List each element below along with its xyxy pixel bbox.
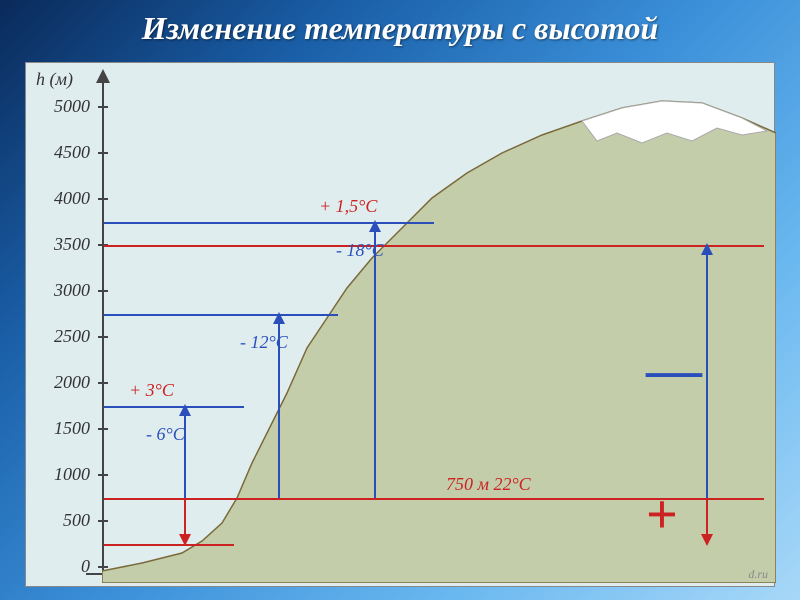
temp-arrow-up-1 (273, 312, 285, 324)
reference-label: 750 м 22°C (446, 474, 531, 495)
y-tick-label: 2000 (34, 372, 90, 393)
temp-arrow-up-2 (369, 220, 381, 232)
y-tick-label: 2500 (34, 326, 90, 347)
y-tick-label: 4000 (34, 188, 90, 209)
minus-sign: — (646, 342, 702, 398)
temp-h-line-1 (104, 314, 338, 316)
watermark-text: d.ru (748, 567, 768, 582)
temp-delta-1: - 12°C (240, 332, 288, 353)
top-red-line (104, 245, 764, 247)
y-tick-label: 4500 (34, 142, 90, 163)
temp-arrow-up-0 (179, 404, 191, 416)
y-tick-label: 5000 (34, 96, 90, 117)
y-tick-label: 3500 (34, 234, 90, 255)
y-tick-label: 3000 (34, 280, 90, 301)
plus-sign: + (646, 487, 678, 543)
y-tick-label: 1000 (34, 464, 90, 485)
temp-h-line-0 (104, 406, 244, 408)
y-tick-label: 1500 (34, 418, 90, 439)
temp-delta-2: - 18°C (336, 240, 384, 261)
right-arrow-up (701, 243, 713, 255)
right-arrow-down (701, 534, 713, 546)
temp-above-0: + 3°C (129, 380, 174, 401)
page-title: Изменение температуры с высотой (0, 10, 800, 47)
below-arrow-0 (179, 534, 191, 546)
temp-delta-0: - 6°C (146, 424, 185, 445)
temp-v-line-0 (184, 406, 186, 498)
temp-h-line-2 (104, 222, 434, 224)
temp-v-line-2 (374, 222, 376, 498)
y-axis-label: h (м) (36, 69, 73, 90)
y-tick-label: 0 (34, 556, 90, 577)
diagram-area: h (м) 0 500 1000 1500 2000 2500 3000 3500 4000 45… (25, 62, 775, 587)
y-tick-label: 500 (34, 510, 90, 531)
temp-above-2: + 1,5°C (319, 196, 377, 217)
right-v-line (706, 245, 708, 498)
zero-ref-line (104, 544, 234, 546)
